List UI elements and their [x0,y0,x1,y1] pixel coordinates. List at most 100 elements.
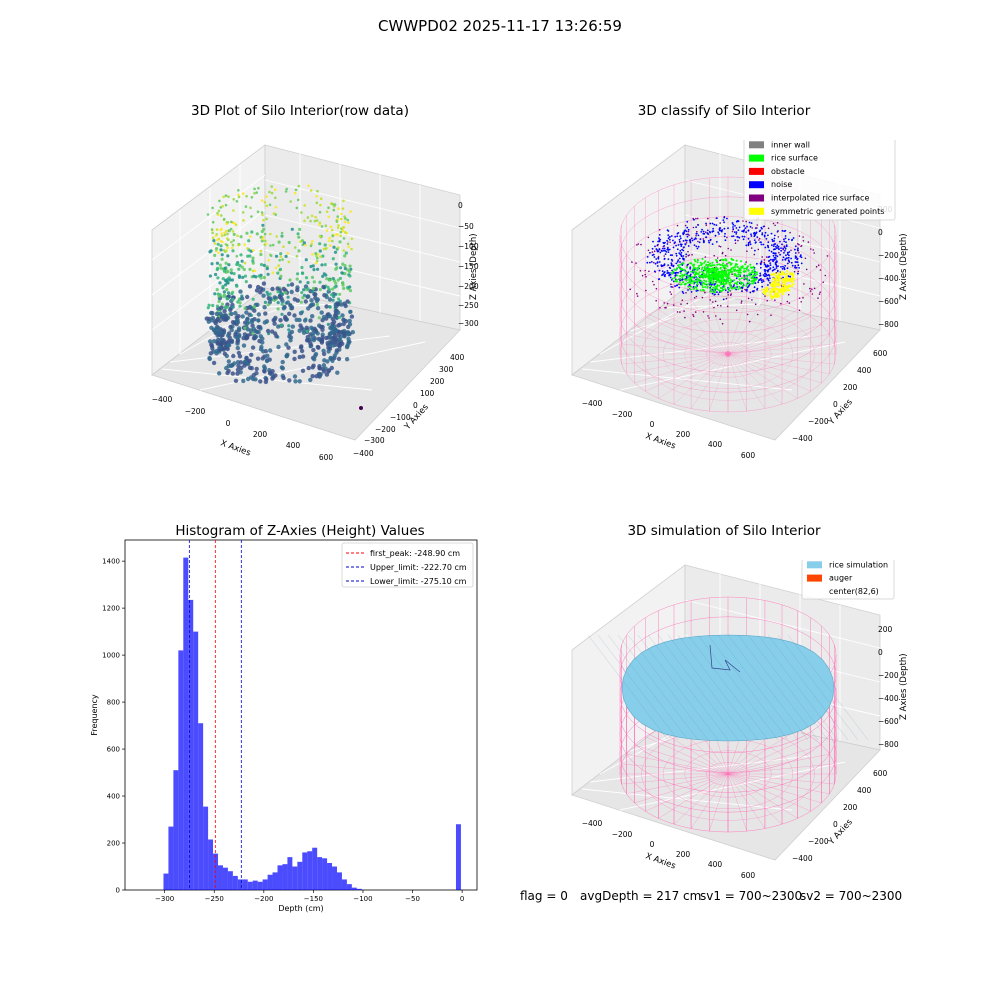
raw-point [308,337,314,342]
raw-point [278,267,283,271]
raw-point [310,275,315,279]
raw-point [302,241,306,245]
classify-rice-point [732,266,735,269]
raw-point [313,219,317,223]
classify-rice-point [696,277,699,280]
classify-rice-point [715,260,718,262]
classify-interpolated-point [763,259,766,261]
raw-point [241,192,245,195]
raw-y-ticks: 400 300 200 100 0 −100 −200 −300 −400 [353,353,465,458]
raw-point [322,293,327,298]
classify-noise-point [780,247,782,249]
classify-rice-point [701,282,704,285]
silo-base-spoke [658,773,729,819]
raw-point [237,274,241,278]
raw-point [280,359,285,365]
classify-rice-point [701,266,704,269]
classify-symmetric-point [784,273,787,276]
raw-point [256,312,262,317]
raw-point [272,212,276,215]
raw-point [218,199,221,203]
silo-base-spoke [634,773,729,804]
silo-base-spoke [645,773,729,812]
classify-noise-point [678,252,681,254]
classify-symmetric-point [782,281,785,284]
classify-noise-point [769,277,771,279]
classify-rice-point [677,266,680,269]
raw-point [330,202,334,205]
raw-point [295,287,300,293]
classify-noise-point [783,246,786,249]
raw-point [325,359,330,364]
raw-point [269,232,272,236]
classify-interpolated-point [679,311,681,313]
raw-point [217,251,220,255]
classify-noise-point [685,277,688,279]
classify-noise-point [759,274,762,277]
classify-rice-point [704,286,707,288]
raw-point [321,254,325,258]
silo-base-spoke [727,753,830,775]
raw-point [315,201,319,205]
classify-symmetric-point [779,273,782,276]
raw-point [343,220,347,224]
silo-base-spoke [709,353,729,412]
classify-noise-point [699,281,701,284]
classify-rice-point [704,267,706,270]
classify-rice-point [752,274,755,277]
classify-rice-point [733,287,736,290]
classify-noise-point [718,228,721,230]
classify-noise-point [732,223,735,226]
raw-point [225,288,229,292]
raw-point [237,243,240,247]
classify-noise-point [747,229,750,232]
raw-point [217,345,222,350]
raw-point [339,266,343,270]
raw-point [262,263,266,267]
raw-point [326,322,330,326]
raw-point [210,228,214,231]
raw-point [316,267,320,271]
status-sv1: sv1 = 700~2300 [700,889,803,903]
raw-point [247,358,252,363]
raw-point [319,197,323,200]
raw-point [209,342,214,347]
raw-point [220,257,224,261]
classify-noise-point [776,247,778,250]
classify-rice-point [732,259,735,261]
silo-base-spoke [727,773,830,795]
classify-noise-point [760,277,762,280]
raw-point [206,213,210,216]
classify-rice-point [751,282,753,285]
classify-noise-point [746,290,748,292]
classify-rice-point [684,283,687,286]
raw-point [237,332,242,338]
raw-point [237,193,240,197]
raw-point [263,311,268,316]
raw-point [317,316,321,320]
histogram-x-ticks: −300 −250 −200 −150 −100 −50 0 [155,890,464,903]
classify-noise-point [766,277,769,280]
classify-rice-point [724,258,727,261]
classify-noise-point [788,254,790,257]
classify-noise-point [783,251,785,254]
classify-rice-point [701,262,704,265]
classify-noise-point [762,225,765,228]
classify-rice-point [705,270,708,273]
raw-point [248,254,252,258]
classify-interpolated-point [740,300,743,302]
histogram-bar [312,847,318,890]
raw-point [299,348,305,354]
classify-noise-point [764,270,766,273]
classify-noise-point [683,246,685,248]
classify-rice-point [708,269,711,271]
raw-xtick: 200 [253,430,268,439]
classify-rice-point [724,288,727,291]
raw-point [251,326,256,332]
classify-interpolated-point [670,283,672,286]
classify-noise-point [689,238,691,241]
classify-symmetric-point [782,272,785,275]
raw-point [253,187,256,191]
raw-point [270,286,275,292]
classify-interpolated-point [712,301,714,303]
